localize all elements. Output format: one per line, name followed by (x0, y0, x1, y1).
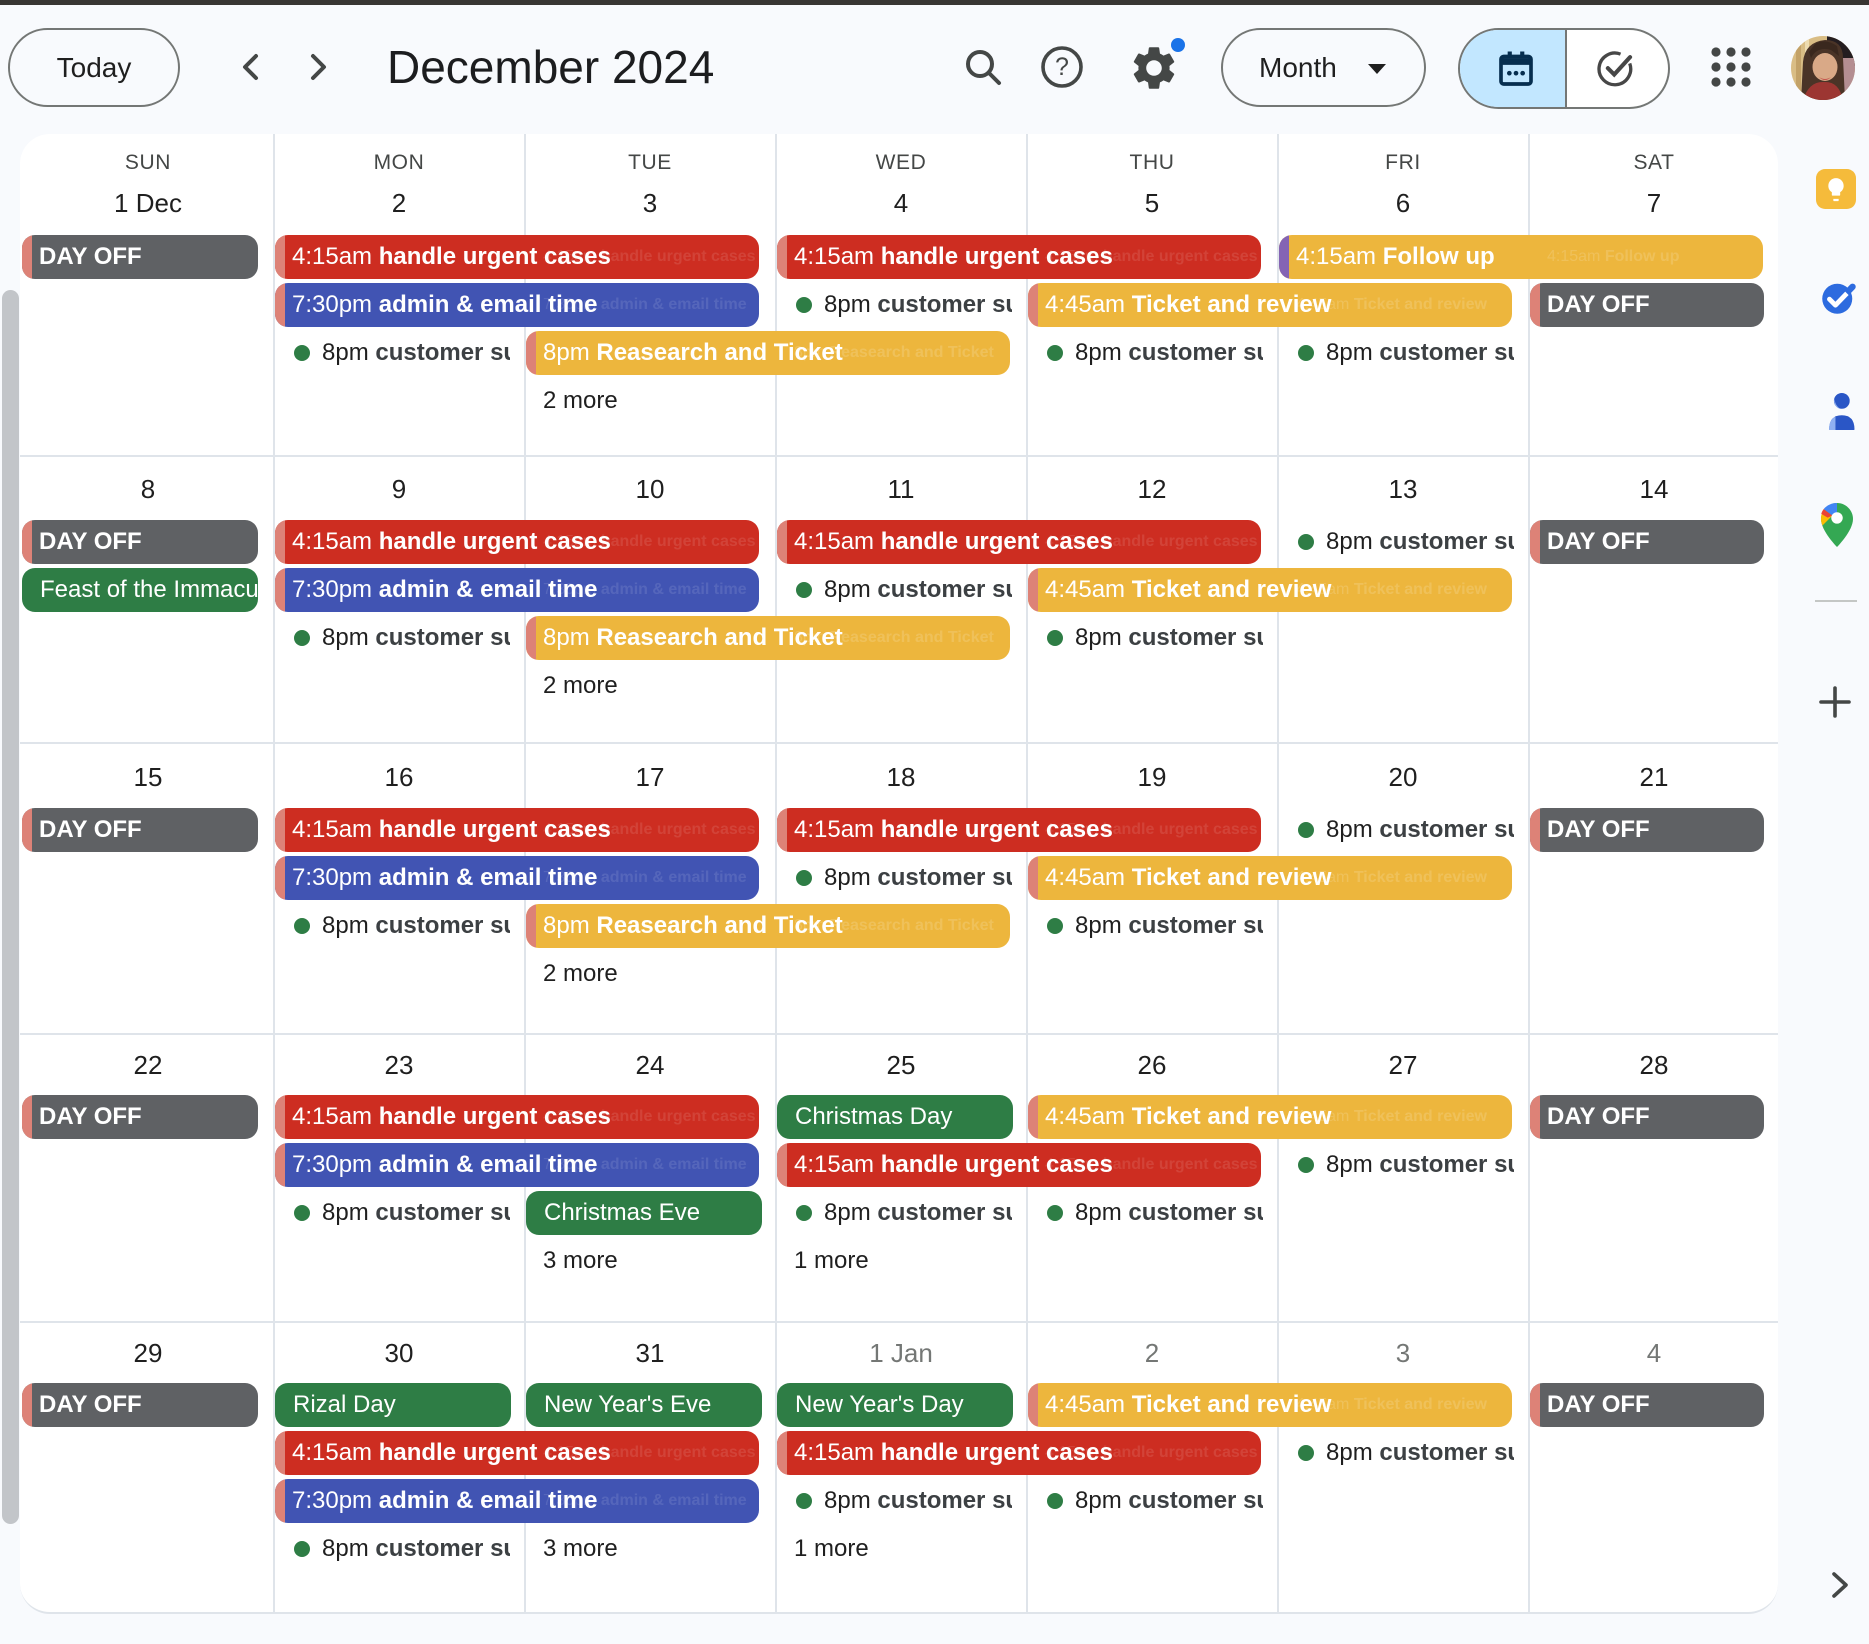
svg-text:?: ? (1055, 53, 1069, 81)
